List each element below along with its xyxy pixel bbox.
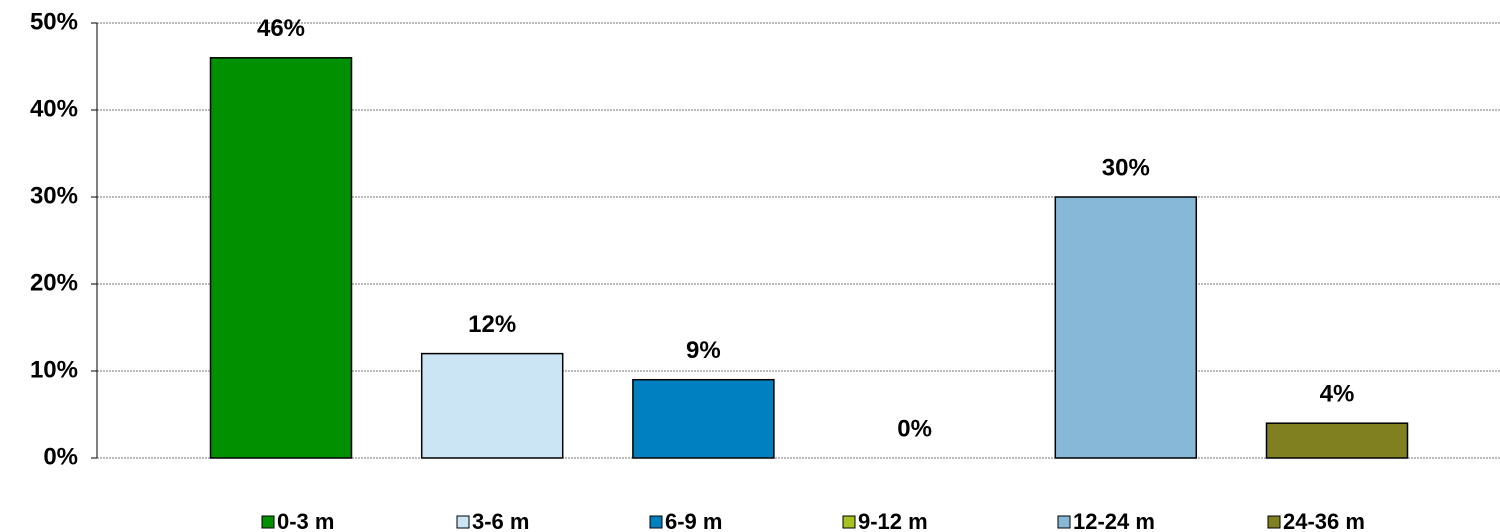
y-tick-label: 50%: [30, 8, 78, 35]
legend-swatch: [261, 515, 275, 529]
legend-swatch: [649, 515, 663, 529]
legend-swatch: [1267, 515, 1281, 529]
y-tick-label: 20%: [30, 269, 78, 296]
legend-swatch: [842, 515, 856, 529]
legend-swatch: [1057, 515, 1071, 529]
data-label: 4%: [1320, 381, 1355, 408]
y-tick-label: 10%: [30, 356, 78, 383]
bar: [420, 352, 564, 459]
bar: [632, 378, 775, 459]
legend-label: 0-3 m: [277, 509, 334, 532]
legend-label: 12-24 m: [1073, 509, 1155, 532]
bar: [1265, 422, 1409, 459]
y-tick-label: 0%: [43, 443, 78, 470]
data-label: 30%: [1102, 154, 1150, 181]
legend-label: 6-9 m: [665, 509, 722, 532]
data-label: 9%: [686, 337, 721, 364]
data-label: 0%: [897, 415, 932, 442]
data-label: 12%: [468, 311, 516, 338]
data-label: 46%: [257, 15, 305, 42]
legend-swatch: [456, 515, 470, 529]
y-tick-label: 40%: [30, 95, 78, 122]
legend-label: 3-6 m: [472, 509, 529, 532]
legend-label: 9-12 m: [858, 509, 928, 532]
bar: [1054, 196, 1198, 459]
legend-label: 24-36 m: [1283, 509, 1365, 532]
y-tick-label: 30%: [30, 182, 78, 209]
bar: [209, 57, 353, 459]
